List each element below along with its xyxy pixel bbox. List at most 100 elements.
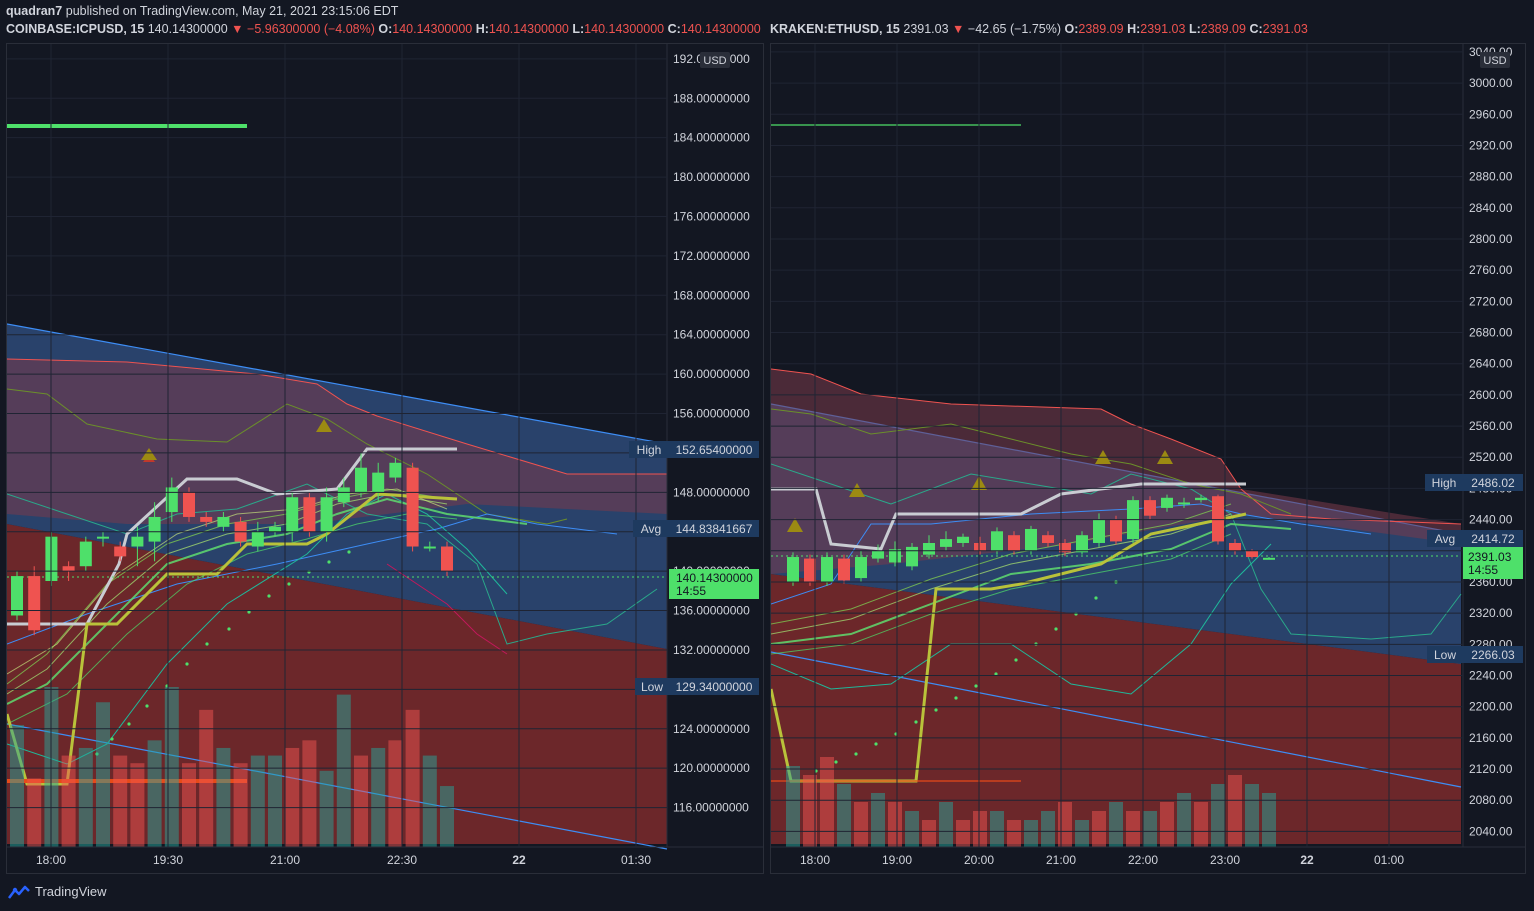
right-ytick-label: 2080.00 xyxy=(1469,793,1513,807)
svg-text:140.14300000: 140.14300000 xyxy=(676,571,753,585)
left-xtick-label: 21:00 xyxy=(270,853,300,867)
left-open-value: 140.14300000 xyxy=(392,22,473,36)
left-candle-body xyxy=(320,497,333,532)
right-symbol[interactable]: KRAKEN:ETHUSD, 15 xyxy=(770,22,900,36)
right-triangle-icon-1 xyxy=(787,518,803,532)
right-ytick-label: 2320.00 xyxy=(1469,606,1513,620)
left-symbol[interactable]: COINBASE:ICPUSD, 15 xyxy=(6,22,145,36)
left-currency-badge: USD xyxy=(700,52,730,68)
right-price-tag: 2391.03 14:55 xyxy=(1463,547,1523,579)
right-ytick-label: 2800.00 xyxy=(1469,232,1513,246)
right-candle-body xyxy=(1093,519,1105,543)
left-candle-body xyxy=(11,576,23,616)
left-ytick-label: 188.00000000 xyxy=(673,91,750,105)
right-candle-body xyxy=(906,546,918,567)
svg-text:2391.03: 2391.03 xyxy=(1468,550,1512,564)
left-volume-bar xyxy=(285,747,300,847)
svg-text:High: High xyxy=(637,443,662,457)
right-candle-body xyxy=(1008,535,1020,551)
right-volume-bar xyxy=(786,766,800,847)
left-candle-body xyxy=(28,576,41,631)
left-ytick-label: 156.00000000 xyxy=(673,407,750,421)
left-volume-bar xyxy=(440,786,454,847)
right-xtick-label: 22 xyxy=(1300,853,1314,867)
author-name[interactable]: quadran7 xyxy=(6,4,63,18)
left-volume-bar xyxy=(199,709,214,847)
right-time-axis[interactable]: 18:00 19:00 20:00 21:00 22:00 23:00 22 01:00 xyxy=(771,44,1525,867)
footer-brand[interactable]: TradingView xyxy=(8,884,107,899)
left-candle-body xyxy=(165,487,178,513)
left-volume-bar xyxy=(61,755,76,847)
svg-text:Avg: Avg xyxy=(1435,532,1455,546)
left-ytick-label: 180.00000000 xyxy=(673,170,750,184)
left-candle-body xyxy=(131,536,144,547)
left-candle-body xyxy=(183,492,195,517)
left-volume-bar xyxy=(27,778,42,847)
svg-text:USD: USD xyxy=(1483,55,1506,67)
left-volume-bar xyxy=(371,747,386,847)
left-high-value: 140.14300000 xyxy=(488,22,569,36)
left-open-label: O: xyxy=(378,22,393,36)
left-candle-body xyxy=(114,546,127,557)
footer-brand-label: TradingView xyxy=(35,884,107,899)
right-volume-bar xyxy=(871,793,885,847)
left-chart-pane[interactable]: 192.00000000188.00000000184.00000000180.… xyxy=(5,43,764,874)
right-candle-body xyxy=(804,558,816,582)
left-volume-bar xyxy=(302,740,317,847)
right-candle-body xyxy=(1263,557,1275,560)
right-candle-body xyxy=(1178,502,1190,505)
right-ytick-label: 2160.00 xyxy=(1469,731,1513,745)
right-volume-bar xyxy=(939,802,953,847)
left-close-value: 140.14300000 xyxy=(680,22,761,36)
left-change: −5.96300000 (−4.08%) xyxy=(247,22,375,36)
right-ytick-label: 2600.00 xyxy=(1469,388,1513,402)
left-ytick-label: 120.00000000 xyxy=(673,761,750,775)
right-candle-body xyxy=(1212,496,1224,542)
right-candle-body xyxy=(821,557,833,582)
left-volume-bar xyxy=(182,763,196,847)
right-chart-svg[interactable]: 3040.003000.002960.002920.002880.002840.… xyxy=(769,44,1525,873)
left-chart-svg[interactable]: 192.00000000188.00000000184.00000000180.… xyxy=(5,44,763,873)
left-candle-body xyxy=(286,497,299,532)
left-volume-bar xyxy=(164,687,179,847)
right-volume-bar xyxy=(922,820,936,847)
right-volume-bar xyxy=(1092,811,1106,847)
left-low-tag: Low 129.34000000 xyxy=(635,678,759,695)
left-volume-bar xyxy=(354,755,368,847)
right-volume-bar xyxy=(1160,802,1174,847)
left-candle-body xyxy=(251,531,264,547)
left-candle-body xyxy=(372,472,385,493)
left-volume-bar xyxy=(250,755,265,847)
left-volume-bar xyxy=(96,702,110,847)
left-ytick-label: 148.00000000 xyxy=(673,485,750,499)
left-volume-bars xyxy=(10,687,454,847)
right-candle-body xyxy=(1144,500,1156,516)
left-candle-body xyxy=(406,467,419,547)
left-triangle-icon-1 xyxy=(141,448,157,460)
left-triangle-icon-2 xyxy=(316,419,332,432)
left-candle-body xyxy=(389,462,402,478)
tradingview-logo-icon xyxy=(8,885,30,899)
right-symbol-legend: KRAKEN:ETHUSD, 15 2391.03 ▼ −42.65 (−1.7… xyxy=(770,22,1308,36)
right-volume-bar xyxy=(1194,802,1208,847)
right-volume-bar xyxy=(1109,802,1123,847)
right-change: −42.65 (−1.75%) xyxy=(967,22,1062,36)
right-chart-pane[interactable]: 3040.00 3000.00 2960.00 2920.00 2880.00 2840.… xyxy=(769,43,1526,874)
right-ytick-label: 2200.00 xyxy=(1469,700,1513,714)
right-volume-bar xyxy=(956,820,970,847)
right-low-label: L: xyxy=(1188,22,1201,36)
right-ytick-label: 3000.00 xyxy=(1469,76,1513,90)
svg-text:14:55: 14:55 xyxy=(1468,563,1498,577)
right-low-tag: Low 2266.03 xyxy=(1427,646,1523,663)
left-time-axis[interactable]: 18:00 19:30 21:00 22:30 22 01:30 xyxy=(7,44,763,867)
right-candle-body xyxy=(1025,528,1037,551)
right-low-value: 2389.09 xyxy=(1200,22,1246,36)
right-triangle-icon-2 xyxy=(849,483,865,497)
left-avg-tag: Avg 144.83841667 xyxy=(633,520,759,537)
left-volume-bar xyxy=(78,747,93,847)
right-ytick-label: 2760.00 xyxy=(1469,263,1513,277)
left-volume-bar xyxy=(233,763,248,847)
left-candle-body xyxy=(337,487,350,503)
left-volume-bar xyxy=(216,747,231,847)
right-ytick-label: 2120.00 xyxy=(1469,762,1513,776)
